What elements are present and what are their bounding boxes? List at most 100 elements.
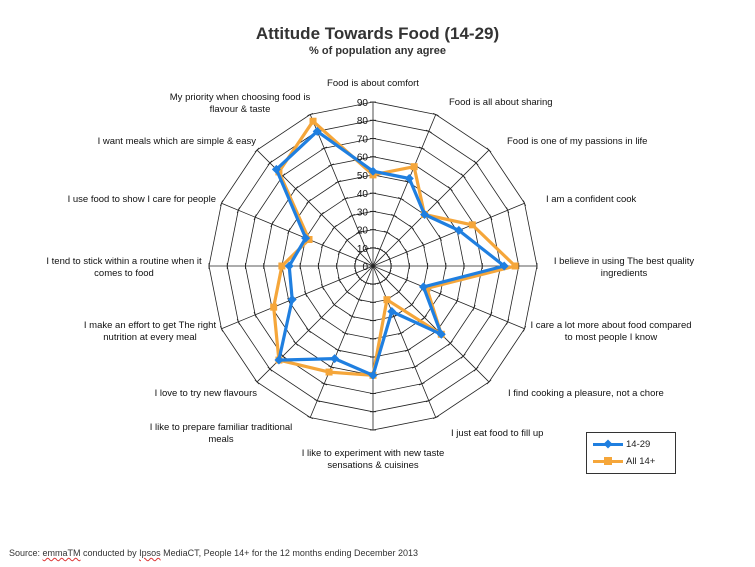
tick-mark (270, 221, 274, 228)
tick-mark (304, 290, 308, 297)
category-label: I believe in using The best quality ingre… (554, 256, 695, 279)
tick-mark (383, 276, 389, 282)
tick-mark (432, 415, 439, 420)
source-note: Source: emmaTM conducted by Ipsos MediaC… (9, 548, 418, 558)
tick-mark (349, 213, 356, 218)
legend-entry-all-14-plus: All 14+ (593, 454, 655, 468)
tick-mark (425, 399, 432, 403)
tick-mark (522, 325, 527, 332)
tick-label: 30 (357, 207, 369, 218)
tick-mark (383, 250, 389, 256)
data-point (436, 329, 446, 339)
legend-entry-14-29: 14-29 (593, 437, 650, 451)
tick-mark (489, 311, 493, 318)
chart-title: Attitude Towards Food (14-29) (255, 24, 500, 43)
source-suffix: MediaCT, People 14+ for the 12 months en… (160, 548, 419, 558)
tick-mark (473, 366, 479, 372)
tick-mark (425, 129, 432, 133)
tick-mark (337, 249, 341, 255)
tick-mark (447, 186, 453, 192)
tick-mark (460, 173, 466, 179)
tick-mark (486, 147, 492, 153)
data-point (309, 117, 317, 125)
data-point (499, 261, 509, 271)
category-label: I am a confident cook (546, 194, 637, 205)
data-point (511, 262, 519, 270)
category-label: I tend to stick within a routine when it… (46, 256, 202, 279)
tick-mark (236, 318, 240, 325)
category-label: I care a lot more about food compared to … (530, 320, 691, 343)
data-point (419, 282, 429, 292)
category-label: My priority when choosing food is flavour… (170, 92, 311, 115)
tick-mark (319, 315, 324, 320)
tick-mark (438, 290, 442, 297)
data-point (287, 294, 297, 304)
axis-spoke (309, 265, 374, 418)
tick-mark (377, 247, 383, 251)
tick-mark (363, 247, 369, 251)
tick-mark (397, 197, 404, 201)
data-point (278, 262, 286, 270)
data-point (284, 261, 294, 271)
source-company: Ipsos (139, 548, 161, 558)
tick-mark (253, 311, 257, 318)
tick-mark (219, 200, 224, 207)
tick-mark (267, 160, 273, 166)
tick-mark (438, 235, 442, 242)
data-point (420, 209, 430, 219)
legend: 14-29 All 14+ (586, 432, 676, 474)
tick-mark (254, 379, 260, 385)
tick-mark (506, 318, 510, 325)
tick-mark (460, 353, 466, 359)
tick-mark (435, 199, 440, 204)
tick-mark (236, 207, 240, 214)
tick-mark (404, 348, 411, 352)
data-point (270, 303, 278, 311)
tick-label: 10 (357, 244, 369, 255)
data-point (468, 221, 476, 229)
tick-mark (357, 276, 363, 282)
tick-mark (293, 340, 299, 346)
axis-spoke (309, 114, 374, 267)
tick-mark (344, 237, 350, 243)
data-point (383, 296, 391, 304)
tick-mark (447, 340, 453, 346)
tick-mark (267, 366, 273, 372)
tick-mark (306, 328, 311, 333)
tick-mark (388, 256, 392, 262)
data-point (325, 368, 333, 376)
legend-swatch-blue (593, 438, 623, 449)
tick-mark (489, 214, 493, 221)
tick-mark (390, 213, 397, 218)
category-label: Food is about comfort (327, 78, 419, 89)
tick-mark (377, 281, 383, 285)
tick-mark (328, 365, 335, 369)
axis-spoke (372, 114, 437, 267)
tick-mark (363, 281, 369, 285)
tick-mark (356, 230, 362, 234)
tick-mark (354, 256, 358, 262)
tick-mark (397, 331, 404, 335)
tick-mark (287, 228, 291, 235)
tick-mark (422, 315, 427, 320)
tick-mark (421, 242, 426, 249)
tick-mark (344, 289, 350, 295)
tick-mark (356, 298, 362, 302)
axis-spoke (372, 265, 490, 383)
tick-mark (522, 200, 527, 207)
source-middle: conducted by (80, 548, 140, 558)
axis-spoke (372, 265, 525, 330)
tick-mark (418, 146, 425, 150)
tick-label: 80 (357, 116, 369, 127)
data-point (387, 306, 397, 316)
category-label: I love to try new flavours (155, 388, 258, 399)
axis-spoke (221, 202, 374, 267)
tick-label: 60 (357, 153, 369, 164)
category-label: I use food to show I care for people (68, 194, 216, 205)
data-point (404, 173, 414, 183)
tick-mark (409, 302, 415, 308)
category-label: I make an effort to get The right nutriti… (84, 320, 217, 343)
tick-mark (337, 277, 341, 283)
data-point (368, 370, 378, 380)
